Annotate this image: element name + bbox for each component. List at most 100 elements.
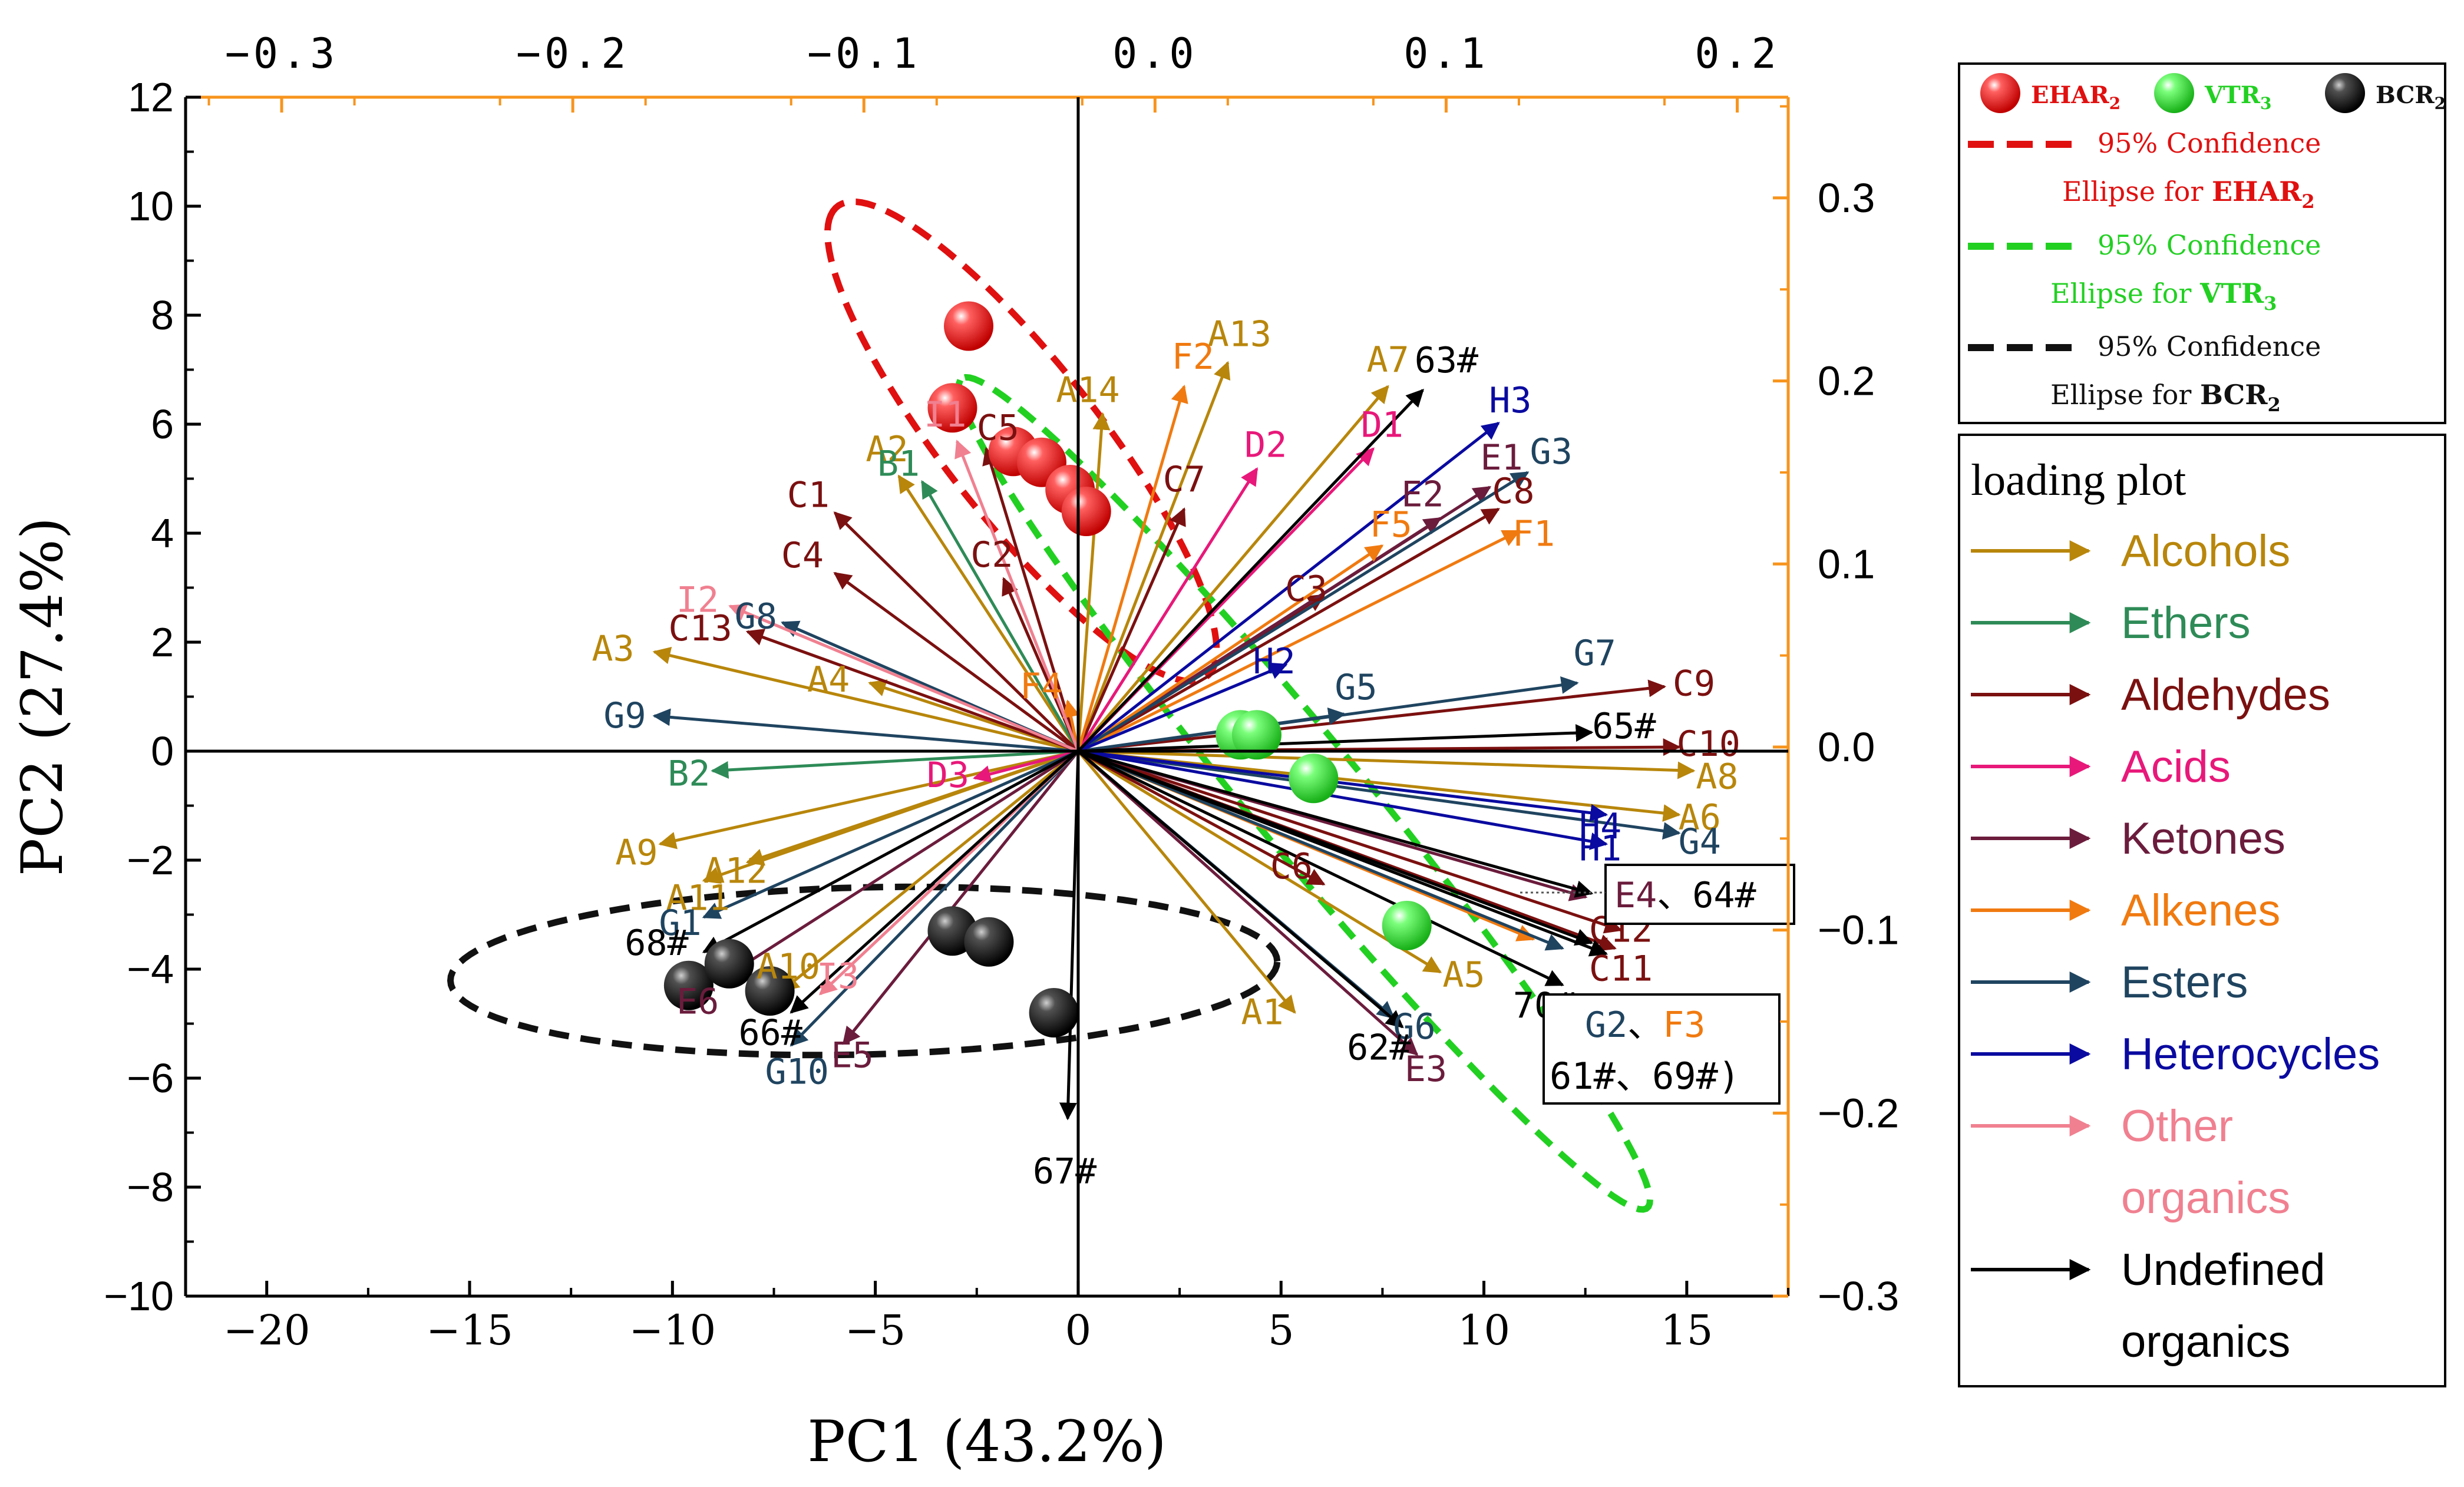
confidence-ellipse-bcr bbox=[447, 883, 1281, 1059]
loading-arrow-E3 bbox=[1077, 750, 1419, 1056]
loading-arrow-H1 bbox=[1078, 749, 1608, 850]
legend-loading-label: Aldehydes bbox=[2121, 670, 2330, 720]
loading-label: F2 bbox=[1172, 336, 1214, 378]
legend-loading-label: Other bbox=[2121, 1101, 2233, 1151]
loading-arrow-G2 bbox=[1077, 749, 1564, 951]
loading-label: C10 bbox=[1677, 723, 1740, 765]
loading-label: I3 bbox=[817, 956, 859, 997]
loading-arrow-65 bbox=[1078, 724, 1594, 753]
y-tick-label: 10 bbox=[128, 183, 174, 229]
loading-label: C4 bbox=[781, 535, 824, 576]
legend-loading-label: Ketones bbox=[2121, 814, 2285, 864]
loading-label: E2 bbox=[1401, 474, 1444, 516]
right-tick-label: −0.1 bbox=[1818, 907, 1899, 953]
y-tick-label: 8 bbox=[151, 292, 174, 338]
loading-arrow-A13 bbox=[1076, 361, 1231, 752]
callout-box-g2 bbox=[1543, 993, 1781, 1105]
loading-arrow-H3 bbox=[1077, 422, 1500, 752]
loading-label: A10 bbox=[757, 946, 820, 987]
loading-label: F1 bbox=[1512, 513, 1555, 554]
callout-part: G2 bbox=[1585, 1004, 1627, 1046]
loading-arrow-F1 bbox=[1077, 530, 1521, 753]
right-tick-label: 0.3 bbox=[1818, 175, 1875, 221]
loading-label: G1 bbox=[659, 903, 701, 944]
x-tick-label: −15 bbox=[426, 1306, 513, 1354]
legend-ellipse-pre: Ellipse for bbox=[2062, 176, 2212, 207]
right-tick-label: 0.1 bbox=[1818, 541, 1875, 587]
legend-loading-label: Heterocycles bbox=[2121, 1029, 2380, 1079]
right-tick-label: −0.3 bbox=[1818, 1273, 1899, 1319]
legend-ellipse-text-1: 95% Confidence bbox=[2098, 127, 2321, 159]
loading-label: 67# bbox=[1033, 1151, 1096, 1192]
loading-arrow-63 bbox=[1077, 388, 1424, 752]
loading-label: G4 bbox=[1679, 821, 1721, 863]
top-tick-label: 0.0 bbox=[1112, 29, 1197, 78]
loading-label: C2 bbox=[970, 534, 1013, 576]
loading-arrow-G10 bbox=[790, 750, 1079, 1047]
loading-label: C13 bbox=[668, 608, 732, 649]
score-point-ehar bbox=[927, 383, 977, 433]
confidence-ellipse-ehar bbox=[824, 198, 1220, 685]
loading-label: A2 bbox=[866, 429, 908, 470]
loading-arrow-C12 bbox=[1078, 749, 1623, 934]
loading-label: C9 bbox=[1673, 663, 1715, 704]
loading-arrow-C13 bbox=[745, 629, 1079, 753]
x-tick-label: −10 bbox=[629, 1306, 716, 1354]
callout-text-g2: G2、F3 bbox=[1585, 1004, 1706, 1046]
loading-arrow-D3 bbox=[973, 749, 1079, 783]
loading-arrow-I2 bbox=[728, 604, 1079, 753]
x-tick-label: 0 bbox=[1065, 1306, 1092, 1354]
loading-label: E1 bbox=[1480, 437, 1522, 478]
loading-arrow-H4 bbox=[1078, 749, 1608, 822]
loading-arrow-A9 bbox=[658, 749, 1079, 850]
loading-label: 62# bbox=[1347, 1027, 1411, 1068]
loading-label: E3 bbox=[1405, 1049, 1447, 1090]
legend-label-bcr: BCR2 bbox=[2376, 81, 2446, 113]
callout-text-e4: E4、64# bbox=[1614, 875, 1756, 916]
loading-arrow-A2 bbox=[897, 474, 1080, 752]
y-tick-label: −2 bbox=[127, 837, 174, 883]
y-tick-label: −10 bbox=[104, 1273, 174, 1319]
top-tick-label: 0.2 bbox=[1695, 29, 1779, 78]
loading-label: C6 bbox=[1270, 846, 1313, 887]
legend-ellipse-text-2: Ellipse for BCR2 bbox=[2050, 379, 2281, 416]
loading-label: G10 bbox=[765, 1051, 829, 1092]
loading-arrow-C1 bbox=[833, 511, 1079, 752]
score-point-bcr bbox=[663, 960, 714, 1010]
legend-ellipse-name: VTR bbox=[2199, 277, 2264, 309]
loading-arrow-D2 bbox=[1076, 467, 1259, 752]
loading-arrow-A7 bbox=[1077, 385, 1389, 752]
loading-label: I2 bbox=[676, 580, 719, 621]
loading-label: D1 bbox=[1361, 405, 1403, 446]
y-tick-label: 4 bbox=[151, 510, 174, 556]
legend-subscript: 2 bbox=[2109, 94, 2121, 113]
loading-label: G6 bbox=[1393, 1006, 1435, 1047]
loading-label: G9 bbox=[603, 695, 646, 736]
loading-label: C7 bbox=[1163, 459, 1205, 500]
y-tick-label: 2 bbox=[151, 619, 174, 665]
legend-marker-bcr bbox=[2325, 73, 2365, 113]
top-tick-label: −0.1 bbox=[807, 29, 921, 78]
legend-name: VTR bbox=[2204, 81, 2261, 109]
loading-arrow-68 bbox=[702, 749, 1079, 954]
loading-arrow-A14 bbox=[1076, 412, 1111, 752]
loading-arrow-A10 bbox=[781, 750, 1079, 992]
loading-label: F4 bbox=[1020, 666, 1062, 707]
legend-ellipse-name: EHAR bbox=[2212, 176, 2302, 207]
loading-arrow-A1 bbox=[1077, 750, 1296, 1014]
legend-ellipse-sub: 2 bbox=[2268, 394, 2281, 416]
loading-label: H4 bbox=[1579, 806, 1621, 847]
legend-scores-box bbox=[1958, 62, 2446, 424]
loading-arrow-A5 bbox=[1077, 749, 1442, 974]
loading-label: A5 bbox=[1442, 954, 1485, 996]
loading-arrow-C6 bbox=[1077, 749, 1326, 886]
loading-arrow-G4 bbox=[1078, 749, 1681, 840]
loading-label: C1 bbox=[787, 474, 830, 516]
legend-ellipse-text-2: Ellipse for EHAR2 bbox=[2062, 176, 2315, 213]
loading-arrow-C8 bbox=[1077, 507, 1500, 753]
legend-loading-label: Alkenes bbox=[2121, 885, 2280, 936]
loading-label: A13 bbox=[1208, 313, 1271, 355]
legend-subscript: 2 bbox=[2435, 94, 2446, 113]
loading-label: 65# bbox=[1592, 706, 1656, 747]
legend-loading-title: loading plot bbox=[1971, 455, 2186, 505]
